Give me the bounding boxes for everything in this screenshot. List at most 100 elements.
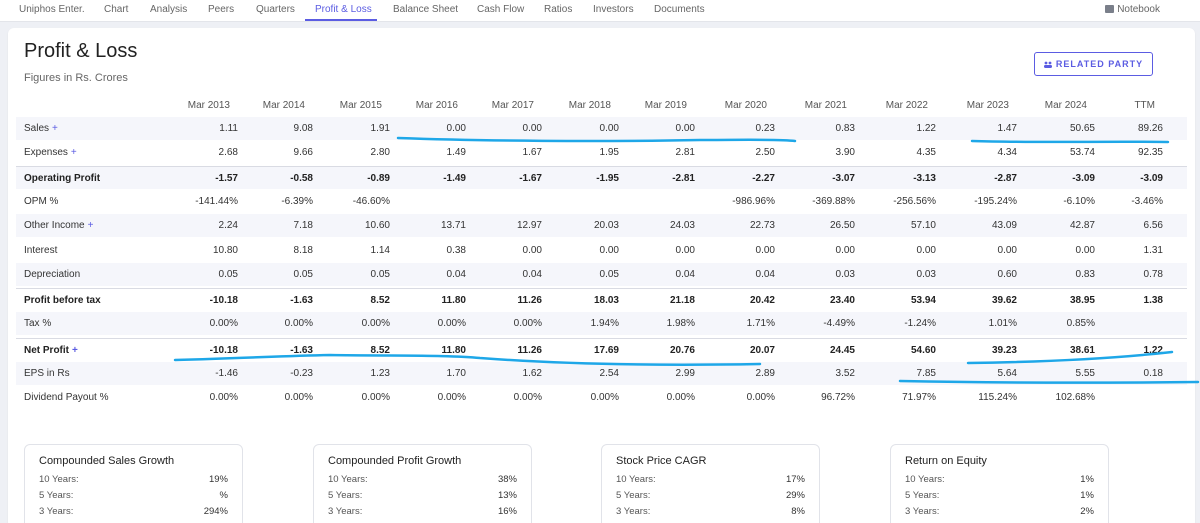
tab-company[interactable]: Uniphos Enter. [19, 4, 85, 15]
row-label: Operating Profit [24, 173, 100, 184]
table-cell: 39.62 [991, 295, 1017, 306]
table-cell: 9.08 [293, 123, 313, 134]
table-row[interactable]: Expenses +2.68 9.66 2.80 1.49 1.67 1.95 2.81 2.5… [16, 141, 1187, 164]
row-label: Tax % [24, 318, 51, 329]
table-cell: 10.80 [212, 245, 238, 256]
tab-profit-loss[interactable]: Profit & Loss [315, 4, 372, 15]
table-cell: -6.39% [281, 196, 313, 207]
column-header: Mar 2019 [644, 100, 687, 111]
ratio-card-title: Return on Equity [905, 455, 987, 467]
table-cell: -3.46% [1131, 196, 1163, 207]
row-label-text: Other Income [24, 220, 85, 231]
row-label: Profit before tax [24, 295, 101, 306]
table-cell: 5.64 [997, 368, 1017, 379]
table-cell: 1.22 [1143, 345, 1163, 356]
notebook-link[interactable]: Notebook [1105, 4, 1160, 15]
ratio-row: 10 Years: 19% [39, 474, 228, 490]
table-cell: 2.68 [218, 147, 238, 158]
ratio-card-title: Stock Price CAGR [616, 455, 707, 467]
row-label-text: Operating Profit [24, 173, 101, 184]
table-cell: 43.09 [991, 220, 1017, 231]
profit-loss-card: Profit & Loss Figures in Rs. Crores RELA… [8, 28, 1195, 523]
table-cell: 1.94% [590, 318, 619, 329]
notebook-icon [1105, 5, 1115, 13]
related-party-button[interactable]: RELATED PARTY [1034, 52, 1153, 76]
tab-ratios[interactable]: Ratios [544, 4, 573, 15]
table-cell: -10.18 [209, 345, 238, 356]
table-row[interactable]: Sales +1.11 9.08 1.91 0.00 0.00 0.00 0.00 0.23 0.… [16, 117, 1187, 140]
table-cell: 39.23 [991, 345, 1017, 356]
row-label-text: Sales [24, 123, 50, 134]
table-cell: 0.85% [1066, 318, 1095, 329]
column-header: Mar 2016 [415, 100, 458, 111]
tab-balance-sheet[interactable]: Balance Sheet [393, 4, 459, 15]
tab-investors[interactable]: Investors [593, 4, 634, 15]
active-tab-indicator [305, 19, 377, 21]
row-label-text: OPM % [24, 196, 59, 207]
expand-plus-icon[interactable]: + [72, 345, 78, 356]
table-cell: 53.94 [910, 295, 936, 306]
table-cell: 20.07 [749, 345, 775, 356]
expand-plus-icon[interactable]: + [87, 220, 94, 231]
row-label-text: Dividend Payout % [24, 392, 109, 403]
table-cell: 0.00% [513, 392, 542, 403]
row-label: Expenses + [24, 147, 77, 158]
ratio-card: Compounded Profit Growth 10 Years: 38% 5 Ye… [313, 444, 532, 523]
column-header: Mar 2024 [1044, 100, 1087, 111]
row-label-text: Profit before tax [24, 295, 101, 306]
table-cell: 0.23 [755, 123, 775, 134]
expand-plus-icon[interactable]: + [52, 123, 58, 134]
expand-plus-icon[interactable]: + [70, 147, 77, 158]
table-cell: 115.24% [978, 392, 1017, 403]
table-cell: 1.01% [988, 318, 1017, 329]
table-row[interactable]: Net Profit + -10.18 -1.63 8.52 11.80 11.26 17.6… [16, 338, 1187, 361]
table-cell: 24.03 [669, 220, 695, 231]
table-cell: 54.60 [910, 345, 936, 356]
row-label-text: Tax % [24, 318, 52, 329]
ratio-period: 10 Years: [39, 474, 79, 485]
table-cell: 1.95 [599, 147, 619, 158]
tab-documents[interactable]: Documents [654, 4, 705, 15]
ratio-value: 8% [791, 506, 805, 517]
table-cell: 5.55 [1075, 368, 1095, 379]
table-cell: -0.89 [367, 173, 390, 184]
table-cell: 11.26 [517, 345, 542, 356]
table-cell: 38.95 [1069, 295, 1095, 306]
page-subtitle: Figures in Rs. Crores [24, 72, 128, 84]
ratio-value: 294% [203, 506, 228, 517]
table-cell: 4.35 [916, 147, 936, 158]
table-cell: 8.52 [370, 345, 390, 356]
table-cell: 1.47 [997, 123, 1017, 134]
ratio-period: 5 Years: [905, 490, 940, 501]
table-cell: 0.00 [522, 123, 542, 134]
table-cell: 20.76 [669, 345, 695, 356]
top-nav: Uniphos Enter. Chart Analysis Peers Quar… [0, 0, 1200, 22]
table-cell: 23.40 [829, 295, 855, 306]
table-cell: -1.67 [519, 173, 542, 184]
table-cell: 2.54 [599, 368, 619, 379]
ratio-card-title: Compounded Profit Growth [328, 455, 462, 467]
table-cell: 0.05 [218, 269, 238, 280]
table-cell: 50.65 [1069, 123, 1095, 134]
table-cell: -0.58 [290, 173, 313, 184]
table-cell: 2.24 [218, 220, 238, 231]
table-cell: 0.00 [446, 123, 466, 134]
table-cell: 0.00% [209, 318, 238, 329]
tab-analysis[interactable]: Analysis [150, 4, 188, 15]
table-cell: 102.68% [1055, 392, 1095, 403]
table-cell: 0.00% [437, 318, 466, 329]
tab-quarters[interactable]: Quarters [256, 4, 295, 15]
tab-chart[interactable]: Chart [104, 4, 129, 15]
table-cell: -1.57 [215, 173, 238, 184]
table-row: OPM % -141.44% -6.39% -46.60% -986.96% -369.8… [16, 190, 1187, 213]
page-title: Profit & Loss [24, 40, 138, 62]
tab-cash-flow[interactable]: Cash Flow [477, 4, 525, 15]
table-cell: 12.97 [516, 220, 542, 231]
table-cell: 2.99 [675, 368, 695, 379]
ratio-row: 5 Years:% [39, 490, 228, 506]
table-cell: 7.18 [293, 220, 313, 231]
table-row[interactable]: Other Income +2.24 7.18 10.60 13.71 12.97 20.0… [16, 214, 1187, 237]
tab-peers[interactable]: Peers [208, 4, 235, 15]
row-label: Interest [24, 245, 57, 256]
column-header: Mar 2018 [568, 100, 611, 111]
